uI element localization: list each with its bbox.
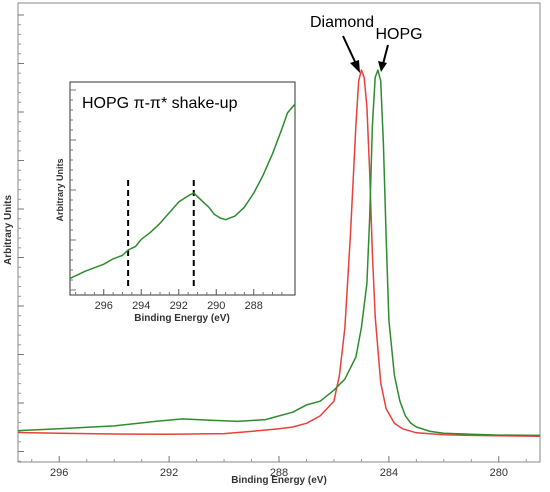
- arrowhead-hopg: [378, 61, 387, 72]
- inset-x-ticks: 296 294 292 290 288: [75, 289, 283, 312]
- arrow-hopg: [382, 44, 389, 65]
- series-line-hopg: [17, 69, 541, 437]
- inset-y-ticks: [70, 89, 76, 291]
- main-x-tick-label: 288: [270, 467, 288, 479]
- inset-plot-frame: [69, 81, 296, 296]
- inset-x-tick-label: 292: [170, 300, 188, 312]
- main-y-ticks: [18, 14, 24, 462]
- arrowhead-diamond: [350, 60, 360, 73]
- main-x-tick-label: 292: [160, 467, 178, 479]
- arrow-diamond: [342, 35, 358, 67]
- inset-x-axis-title: Binding Energy (eV): [134, 313, 230, 324]
- inset-x-tick-label: 296: [95, 300, 113, 312]
- main-x-ticks: 296 292 288 284 280: [31, 456, 527, 479]
- inset-x-tick-label: 294: [132, 300, 150, 312]
- main-x-tick-label: 296: [50, 467, 68, 479]
- inset-title: HOPG π-π* shake-up: [82, 95, 238, 112]
- annotation-hopg: HOPG: [375, 26, 422, 43]
- inset-dashed-lines: [127, 180, 195, 286]
- main-series-group: [17, 69, 541, 437]
- annotation-diamond: Diamond: [310, 14, 374, 31]
- series-line-diamond: [17, 69, 541, 437]
- inset-x-tick-label: 288: [245, 300, 263, 312]
- inset-x-tick-label: 290: [207, 300, 225, 312]
- inset-series-group: [69, 103, 296, 280]
- main-y-axis-title: Arbitrary Units: [3, 195, 14, 265]
- main-x-axis-title: Binding Energy (eV): [231, 475, 327, 486]
- inset-series-line-hopg: [69, 103, 296, 280]
- main-x-tick-label: 284: [380, 467, 398, 479]
- inset-y-axis-title: Arbitrary Units: [55, 158, 65, 221]
- main-x-tick-label: 280: [490, 467, 508, 479]
